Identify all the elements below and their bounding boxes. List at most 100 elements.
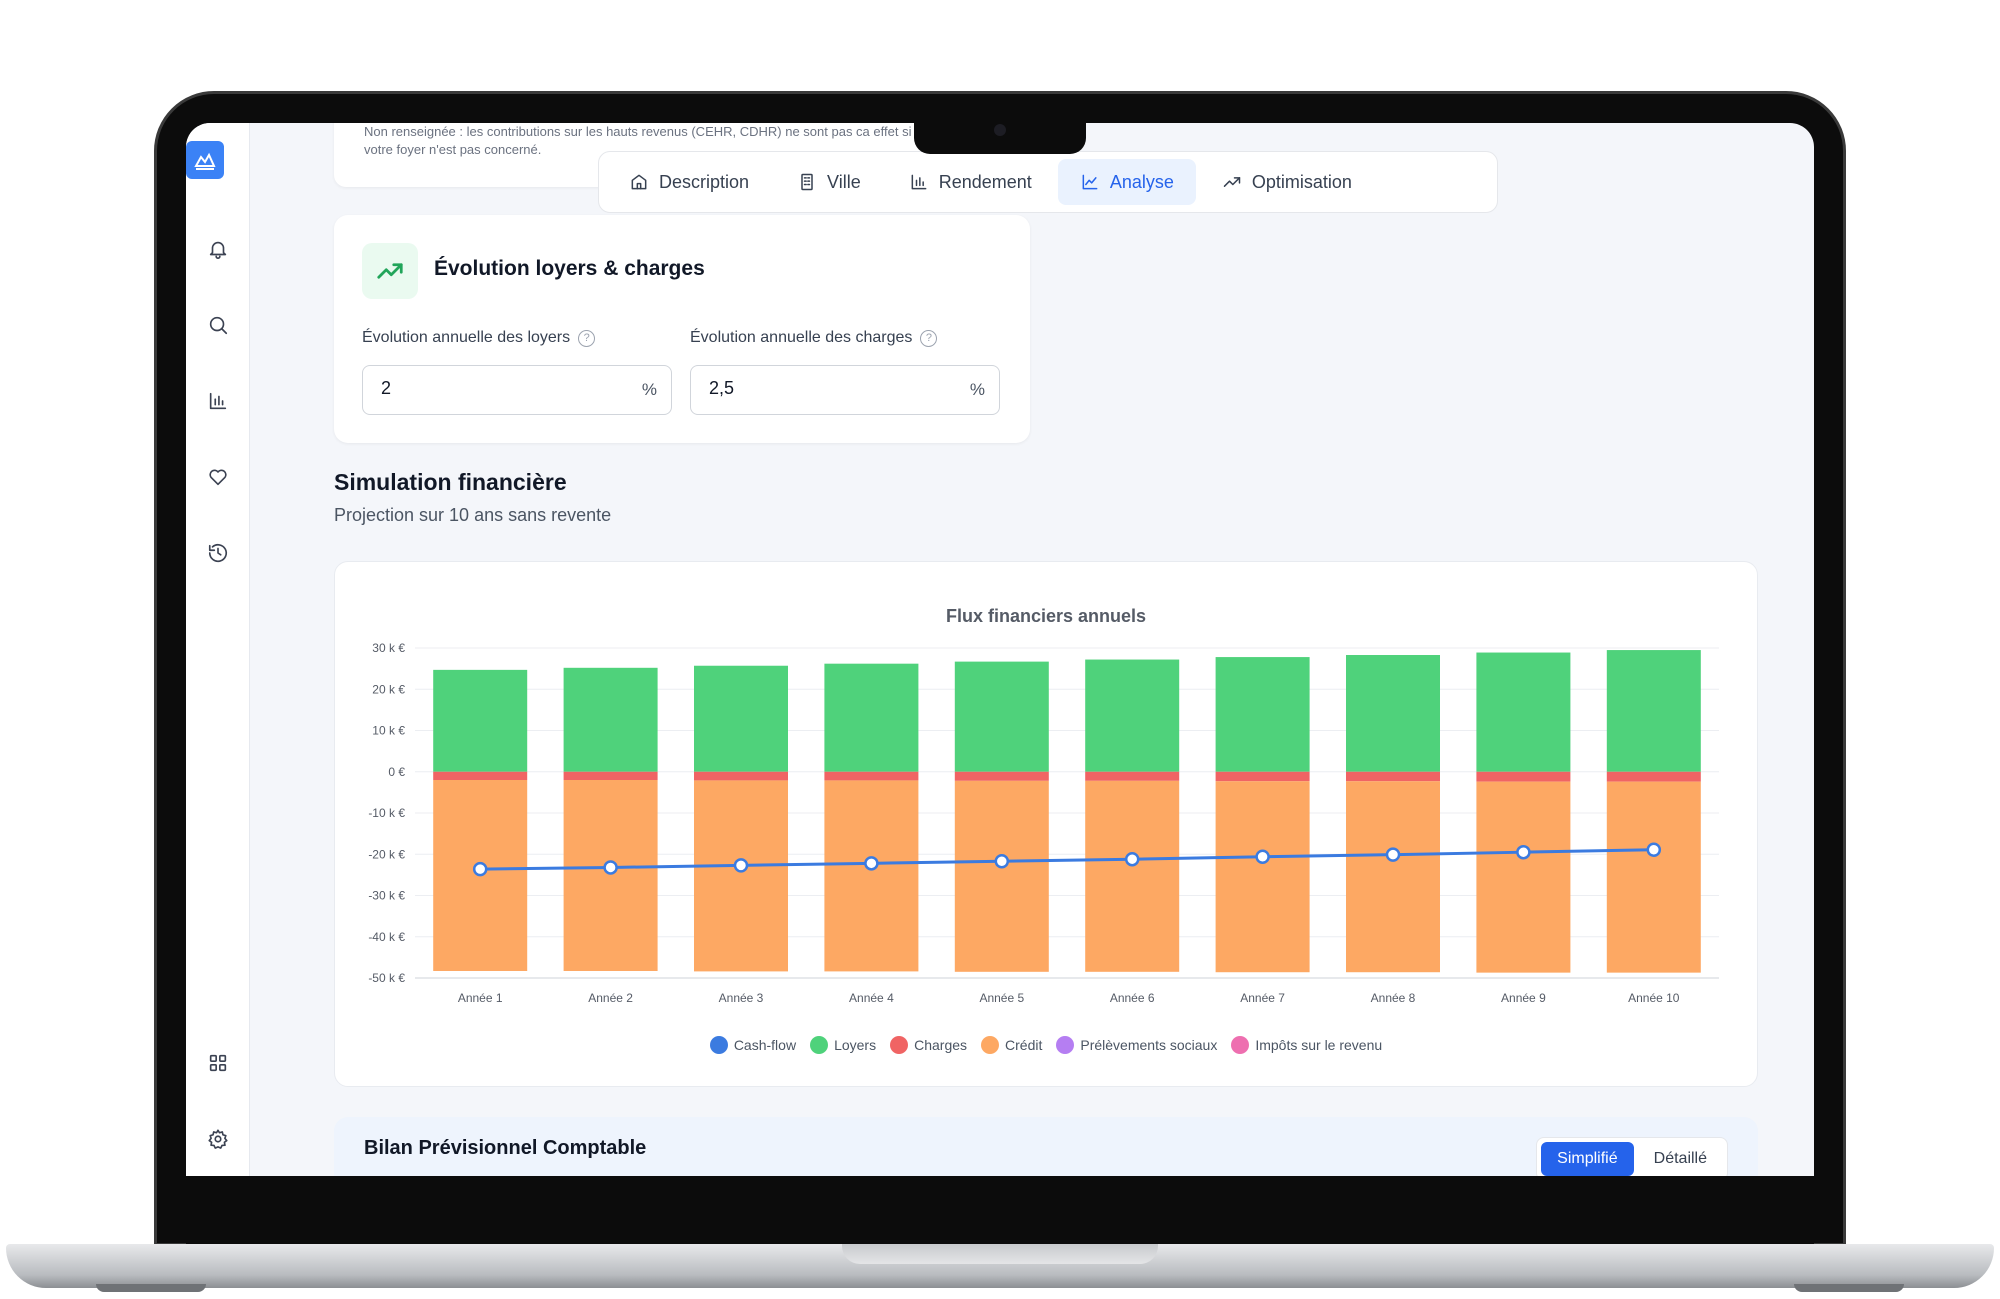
bar-charges-3 [694,771,788,781]
x-tick-label: Année 7 [1240,991,1285,1005]
building-icon [801,173,813,191]
cash-flow-point-10 [1646,842,1662,857]
bar-loyers-9 [1476,652,1571,772]
laptop-foot-left [96,1284,206,1292]
loyers-label-text: Évolution annuelle des loyers [362,329,571,346]
help-icon[interactable]: ? [920,329,938,347]
gear-icon[interactable] [202,1123,234,1155]
tab-description[interactable]: Description [607,159,771,205]
y-tick-label: 0 € [388,765,405,779]
bar-cr-dit-7 [1215,781,1310,973]
bar-cr-dit-4 [824,780,919,972]
history-icon[interactable] [202,537,234,569]
charges-field[interactable]: % [690,365,1000,415]
cash-flow-point-3 [733,858,749,873]
grid-icon[interactable] [202,1047,234,1079]
cash-flow-line [480,848,1654,871]
legend-item[interactable]: Impôts sur le revenu [1231,1036,1382,1054]
charges-input[interactable] [709,378,929,399]
y-tick-label: 10 k € [372,724,405,738]
evolution-badge [362,243,418,299]
y-tick-label: -50 k € [368,971,405,985]
bar-loyers-8 [1346,655,1440,772]
legend-dot [1231,1036,1250,1054]
x-tick-label: Année 3 [719,991,764,1005]
legend-item[interactable]: Prélèvements sociaux [1056,1036,1217,1054]
bar-cr-dit-3 [694,780,788,972]
bar-charges-10 [1606,771,1701,782]
legend-item[interactable]: Cash-flow [709,1036,797,1054]
legend-dot [890,1036,909,1054]
legend-label: Crédit [1005,1037,1043,1053]
tab-optimisation[interactable]: Optimisation [1200,159,1374,205]
cash-flow-point-6 [1124,851,1140,867]
loyers-label: Évolution annuelle des loyers ? [362,329,596,347]
tab-label: Description [659,171,750,192]
trending-up-icon [1223,177,1241,187]
x-tick-label: Année 8 [1371,991,1416,1005]
tab-label: Ville [827,171,861,192]
tab-analyse[interactable]: Analyse [1057,159,1196,205]
bar-loyers-3 [694,665,788,772]
bar-chart-icon[interactable] [202,385,234,417]
bar-cr-dit-2 [563,780,658,971]
bar-loyers-6 [1085,659,1180,772]
legend-item[interactable]: Crédit [981,1036,1042,1054]
chart-legend: Cash-flow Loyers Charges Crédit Prélèvements… [335,1036,1757,1054]
legend-item[interactable]: Charges [890,1036,967,1054]
simulation-title: Simulation financière [334,469,567,495]
bar-loyers-2 [563,667,658,772]
bar-loyers-1 [433,669,528,772]
app-screen: Non renseignée : les contributions sur l… [186,123,1814,1176]
y-tick-label: -30 k € [368,889,405,903]
y-tick-label: -40 k € [368,930,405,944]
bar-loyers-5 [954,661,1049,772]
loyers-field[interactable]: % [362,365,672,415]
evolution-title: Évolution loyers & charges [434,257,705,280]
cash-flow-point-9 [1516,844,1531,860]
view-toggle: Simplifié Détaillé [1536,1137,1728,1176]
legend-dot [981,1036,1000,1054]
cash-flow-point-8 [1385,847,1401,862]
legend-label: Impôts sur le revenu [1255,1037,1383,1053]
bar-cr-dit-9 [1476,781,1571,973]
chart-title: Flux financiers annuels [945,606,1147,626]
cash-flow-point-7 [1255,849,1270,864]
charges-label-text: Évolution annuelle des charges [690,329,913,346]
help-icon[interactable]: ? [578,329,596,347]
bar-charges-7 [1215,771,1310,782]
simulation-subtitle: Projection sur 10 ans sans revente [334,505,612,525]
percent-unit: % [969,380,985,399]
logo-icon [194,152,216,170]
tab-label: Rendement [938,171,1032,192]
laptop-base-notch [842,1244,1158,1264]
tab-ville[interactable]: Ville [775,159,883,205]
bar-cr-dit-6 [1085,780,1180,972]
bilan-title: Bilan Prévisionnel Comptable [364,1137,647,1159]
heart-icon[interactable] [202,461,234,493]
bar-cr-dit-8 [1346,781,1440,973]
x-tick-label: Année 6 [1110,991,1155,1005]
search-icon[interactable] [202,309,234,341]
tab-rendement[interactable]: Rendement [887,159,1054,205]
chart-card: Flux financiers annuels 30 k € 20 k € 10 k… [334,561,1758,1087]
legend-item[interactable]: Loyers [810,1036,876,1054]
legend-label: Charges [914,1037,968,1053]
app-logo[interactable] [186,141,224,179]
legend-label: Prélèvements sociaux [1080,1037,1218,1053]
screen-bezel [186,1176,1814,1244]
bar-loyers-7 [1215,657,1310,772]
y-tick-label: 30 k € [372,641,405,655]
loyers-input[interactable] [381,378,601,399]
legend-label: Cash-flow [733,1037,797,1053]
x-tick-label: Année 5 [979,991,1024,1005]
charges-label: Évolution annuelle des charges ? [690,329,938,347]
simplifie-button[interactable]: Simplifié [1541,1142,1634,1176]
x-tick-label: Année 9 [1501,991,1546,1005]
tab-label: Optimisation [1251,171,1352,192]
tab-bar: Description Ville Rendement Analyse Opti… [598,151,1498,213]
bell-icon[interactable] [202,233,234,265]
bar-chart-icon [911,174,927,190]
x-tick-label: Année 1 [458,991,503,1005]
detaille-button[interactable]: Détaillé [1653,1150,1707,1167]
